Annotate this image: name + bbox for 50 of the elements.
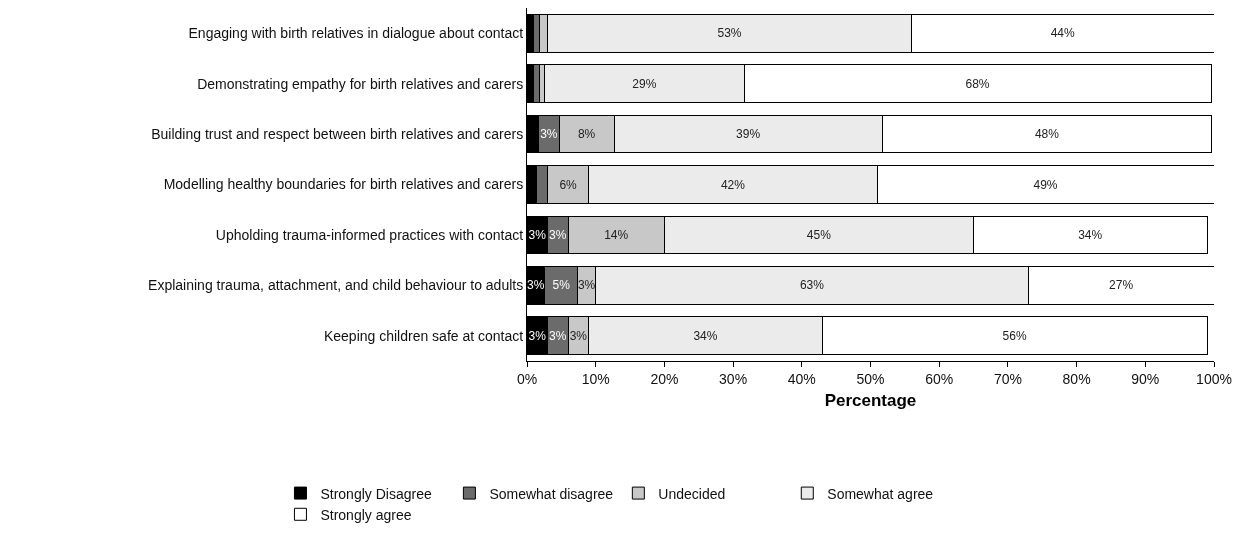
- data-label: 3%: [549, 227, 567, 242]
- data-label: 53%: [717, 26, 742, 41]
- data-label: 3%: [540, 127, 558, 142]
- x-axis-title: Percentage: [824, 391, 917, 411]
- data-label: 6%: [559, 177, 578, 192]
- data-label: 3%: [528, 328, 547, 343]
- data-label: 39%: [736, 127, 761, 142]
- legend-label: Somewhat agree: [827, 485, 934, 502]
- y-tick-label: Keeping children safe at contact: [323, 327, 524, 344]
- data-label: 3%: [549, 328, 567, 343]
- legend-label: Somewhat disagree: [489, 485, 614, 502]
- x-tick-label: 80%: [1062, 370, 1091, 387]
- y-tick-label: Modelling healthy boundaries for birth relatives and carers: [163, 176, 524, 193]
- data-label: 3%: [528, 227, 547, 242]
- data-label: 48%: [1034, 127, 1060, 142]
- data-label: 34%: [1078, 227, 1103, 242]
- legend-label: Undecided: [658, 485, 726, 502]
- data-label: 3%: [527, 278, 545, 293]
- x-tick-label: 100%: [1196, 370, 1232, 387]
- data-label: 42%: [720, 177, 746, 192]
- x-tick-label: 20%: [650, 370, 679, 387]
- x-tick-label: 70%: [993, 370, 1022, 387]
- x-tick-label: 40%: [787, 370, 816, 387]
- x-tick-label: 90%: [1131, 370, 1160, 387]
- data-label: 3%: [577, 278, 596, 293]
- data-label: 56%: [1002, 328, 1027, 343]
- data-label: 3%: [569, 328, 588, 343]
- data-label: 45%: [806, 227, 832, 242]
- data-label: 49%: [1033, 177, 1058, 192]
- data-label: 63%: [799, 278, 825, 293]
- x-tick-label: 0%: [516, 370, 538, 387]
- x-tick-label: 10%: [581, 370, 610, 387]
- legend-label: Strongly Disagree: [320, 485, 432, 502]
- y-tick-label: Engaging with birth relatives in dialogue about contact: [188, 25, 524, 42]
- data-label: 5%: [552, 278, 571, 293]
- data-label: 8%: [577, 127, 596, 142]
- x-tick-label: 30%: [719, 370, 748, 387]
- y-tick-label: Upholding trauma-informed practices with contact: [215, 226, 524, 243]
- data-label: 44%: [1050, 26, 1076, 41]
- legend-label: Strongly agree: [320, 506, 412, 523]
- x-tick-label: 50%: [856, 370, 885, 387]
- y-tick-label: Explaining trauma, attachment, and child behaviour to adults: [148, 277, 524, 294]
- data-label: 27%: [1109, 278, 1134, 293]
- data-label: 34%: [693, 328, 718, 343]
- x-tick-label: 60%: [925, 370, 954, 387]
- data-label: 14%: [604, 227, 629, 242]
- y-tick-label: Building trust and respect between birth relatives and carers: [151, 125, 524, 142]
- data-label: 29%: [632, 76, 657, 91]
- y-tick-label: Demonstrating empathy for birth relatives and carers: [197, 75, 524, 92]
- data-label: 68%: [965, 76, 990, 91]
